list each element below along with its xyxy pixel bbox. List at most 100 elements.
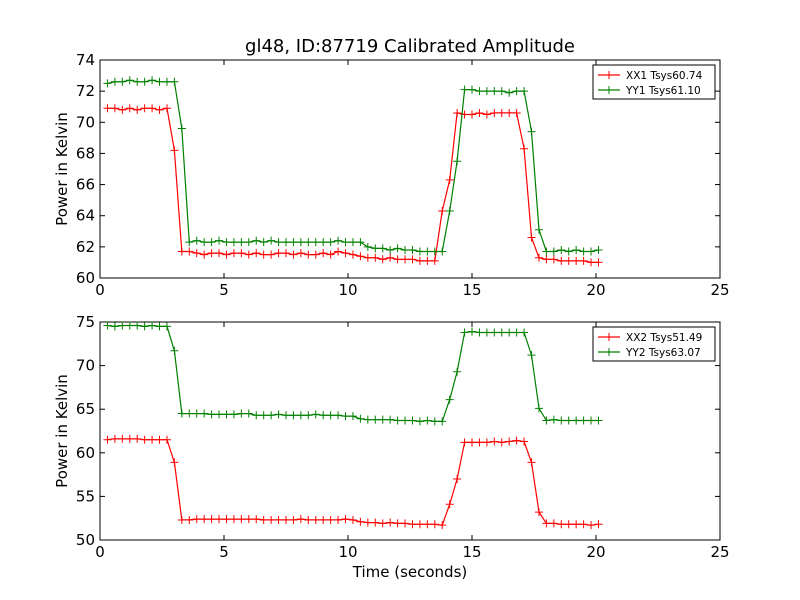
data-point (237, 249, 246, 258)
data-point (326, 411, 335, 420)
data-point (140, 77, 149, 86)
data-point (155, 105, 164, 114)
data-point (282, 249, 290, 258)
data-point (445, 207, 454, 216)
data-point (185, 409, 194, 418)
data-point (274, 515, 283, 524)
data-point (259, 411, 268, 420)
data-point (356, 252, 365, 261)
data-point (490, 108, 499, 117)
y-tick-label: 74 (76, 51, 95, 69)
data-point (237, 409, 246, 418)
data-point (587, 416, 596, 425)
y-axis-label: Power in Kelvin (53, 374, 71, 488)
data-point (192, 236, 201, 245)
data-point (125, 76, 134, 85)
data-point (289, 250, 298, 259)
data-point (572, 520, 581, 529)
data-point (207, 515, 216, 524)
data-point (110, 77, 119, 86)
x-tick-label: 10 (338, 281, 357, 299)
data-point (475, 87, 484, 96)
data-point (549, 415, 558, 424)
data-point (490, 328, 499, 337)
data-point (162, 322, 171, 331)
data-point (304, 250, 313, 259)
data-point (215, 410, 224, 419)
data-point (363, 242, 372, 251)
data-point (162, 435, 171, 444)
x-tick-label: 0 (95, 281, 105, 299)
chart-panel-2: 0 5 10 15 20 25 50 55 60 65 70 75 Power in Kelvin XX2… (53, 313, 730, 561)
legend-marker (605, 333, 613, 341)
data-point (438, 247, 447, 256)
data-point (237, 515, 246, 524)
data-point (229, 238, 238, 247)
data-point (408, 416, 417, 425)
data-point (505, 88, 514, 97)
data-point (348, 250, 357, 259)
data-point (222, 515, 231, 524)
data-point (386, 253, 395, 262)
data-point (401, 255, 410, 264)
y-tick-label: 60 (76, 444, 95, 462)
data-point (155, 77, 164, 86)
data-point (408, 245, 417, 254)
data-point (594, 416, 603, 425)
data-point (378, 255, 387, 264)
data-point (185, 515, 194, 524)
data-point (430, 256, 439, 265)
data-point (244, 250, 253, 259)
data-point (267, 236, 276, 245)
data-point (304, 411, 313, 420)
y-tick-label: 70 (76, 113, 95, 131)
data-point (520, 87, 529, 96)
data-point (341, 238, 350, 247)
data-point (185, 238, 194, 247)
x-tick-label: 5 (219, 543, 229, 561)
data-point (490, 437, 499, 446)
data-point (148, 321, 157, 330)
data-point (468, 110, 476, 119)
data-point (177, 409, 186, 418)
data-point (542, 247, 551, 256)
data-point (401, 416, 410, 425)
data-point (423, 520, 432, 529)
data-point (259, 250, 268, 259)
data-point (148, 104, 157, 113)
data-point (482, 87, 491, 96)
data-point (282, 238, 290, 247)
data-point (192, 515, 201, 524)
data-point (170, 77, 179, 86)
data-point (564, 520, 573, 529)
y-tick-label: 75 (76, 313, 95, 331)
data-point (200, 515, 209, 524)
data-point (386, 245, 395, 254)
y-tick-label: 65 (76, 400, 95, 418)
data-point (386, 518, 395, 527)
data-point (267, 515, 276, 524)
data-point (148, 435, 157, 444)
data-point (415, 520, 424, 529)
data-point (460, 328, 469, 337)
data-point (200, 250, 209, 259)
data-point (512, 108, 521, 117)
data-point (527, 351, 536, 360)
panels: 0 5 10 15 20 25 60 62 64 66 68 70 72 74 Power in Kelvi… (53, 51, 730, 561)
data-point (192, 249, 201, 258)
data-point (177, 247, 186, 256)
data-point (401, 519, 410, 528)
data-point (155, 322, 164, 331)
data-point (289, 411, 298, 420)
x-tick-label: 10 (338, 543, 357, 561)
data-point (222, 410, 231, 419)
data-point (274, 410, 283, 419)
data-point (542, 416, 551, 425)
data-point (304, 238, 313, 247)
data-point (110, 434, 119, 443)
data-point (453, 157, 462, 166)
data-point (482, 438, 491, 447)
data-point (267, 411, 276, 420)
legend-label: XX2 Tsys51.49 (626, 332, 702, 344)
data-point (319, 238, 328, 247)
